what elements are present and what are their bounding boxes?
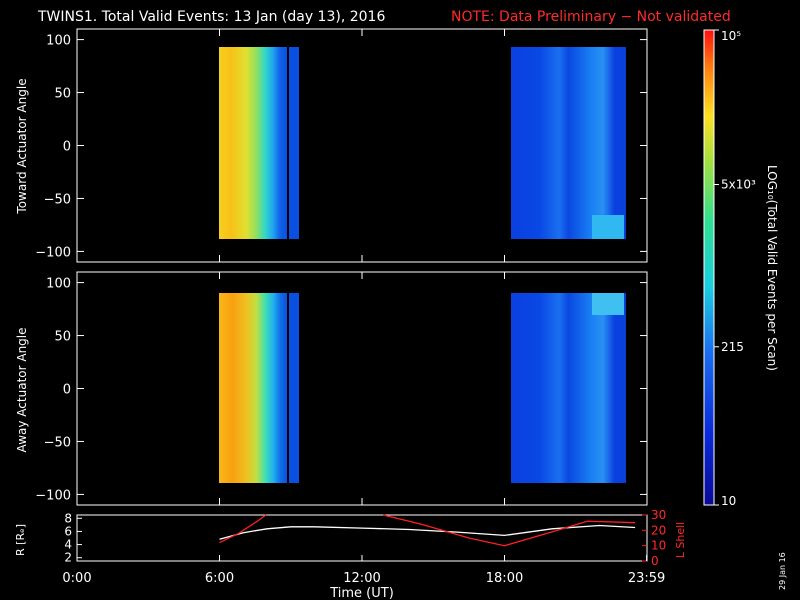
bottom-y-axis: −100 −50 0 50 100 [35,272,648,505]
colorbar-tick-label: 10 [721,494,736,508]
bottom-ytick-label: 0 [63,383,71,398]
orbit-frame [76,514,648,562]
orbit-right-ytick-label: 0 [651,554,659,568]
colorbar-tick-label: 10⁵ [721,29,741,43]
colorbar-ticks: 10 215 5x10³ 10⁵ [714,29,756,508]
colorbar-label: LOG₁₀(Total Valid Events per Scan) [765,165,779,371]
top-ytick-label: −100 [35,245,71,260]
colorbar-tick-label: 215 [721,340,744,354]
bottom-dusk-corner [592,293,624,315]
orbit-xtick-label: 12:00 [343,571,380,586]
orbit-xtick-label: 23:59 [628,571,665,586]
top-ytick-label: 0 [63,140,71,155]
bottom-ytick-label: −50 [44,435,71,450]
bottom-dusk-block [511,293,626,483]
top-dusk-corner [592,215,624,239]
orbit-lines [219,514,636,547]
bottom-panel: −100 −50 0 50 100 Away Actuator Angle [15,271,648,506]
orbit-left-ytick-label: 8 [64,511,72,525]
top-panel: −100 −50 0 50 100 Toward Actuator Angle [15,28,648,263]
orbit-left-ytick-label: 4 [64,538,72,552]
orbit-ylabel-left: R [Rₑ] [14,524,27,556]
orbit-right-ytick-label: 10 [651,539,666,553]
orbit-right-ytick-label: 20 [651,523,666,537]
orbit-ylabel-right: L Shell [674,522,687,558]
bottom-ytick-label: −100 [35,488,71,503]
colorbar-tick-label: 5x10³ [721,177,756,191]
top-dusk-block [511,47,626,239]
x-axis-label: Time (UT) [329,586,394,600]
bottom-dawn-block [219,293,287,483]
top-dawn-block-2 [289,47,299,239]
top-ytick-label: 50 [54,87,71,102]
orbit-right-ytick-label: 30 [651,508,666,522]
top-heatmap [219,47,626,239]
bottom-ytick-label: 50 [54,330,71,345]
orbit-xtick-label: 18:00 [486,571,523,586]
orbit-xtick-label: 0:00 [62,571,91,586]
orbit-xtick-label: 6:00 [205,571,234,586]
orbit-left-ytick-label: 6 [64,524,72,538]
colorbar: 10 215 5x10³ 10⁵ LOG₁₀(Total Valid Events p… [703,29,779,508]
top-y-axis: −100 −50 0 50 100 [35,29,648,262]
top-ytick-label: 100 [46,34,71,49]
lshell-line-1 [219,514,267,544]
lshell-line-2 [383,514,636,547]
preliminary-note: NOTE: Data Preliminary − Not validated [451,9,731,25]
colorbar-gradient [703,29,715,506]
top-dawn-block [219,47,287,239]
top-ylabel: Toward Actuator Angle [15,78,29,214]
orbit-left-ytick-label: 2 [64,551,72,565]
chart-title: TWINS1. Total Valid Events: 13 Jan (day … [37,9,385,25]
bottom-heatmap [219,293,626,483]
radius-line [219,524,636,540]
date-stamp: 29 Jan 16 [778,552,787,590]
top-ytick-label: −50 [44,192,71,207]
bottom-ytick-label: 100 [46,277,71,292]
bottom-ylabel: Away Actuator Angle [15,327,29,452]
bottom-dawn-block-2 [289,293,299,483]
